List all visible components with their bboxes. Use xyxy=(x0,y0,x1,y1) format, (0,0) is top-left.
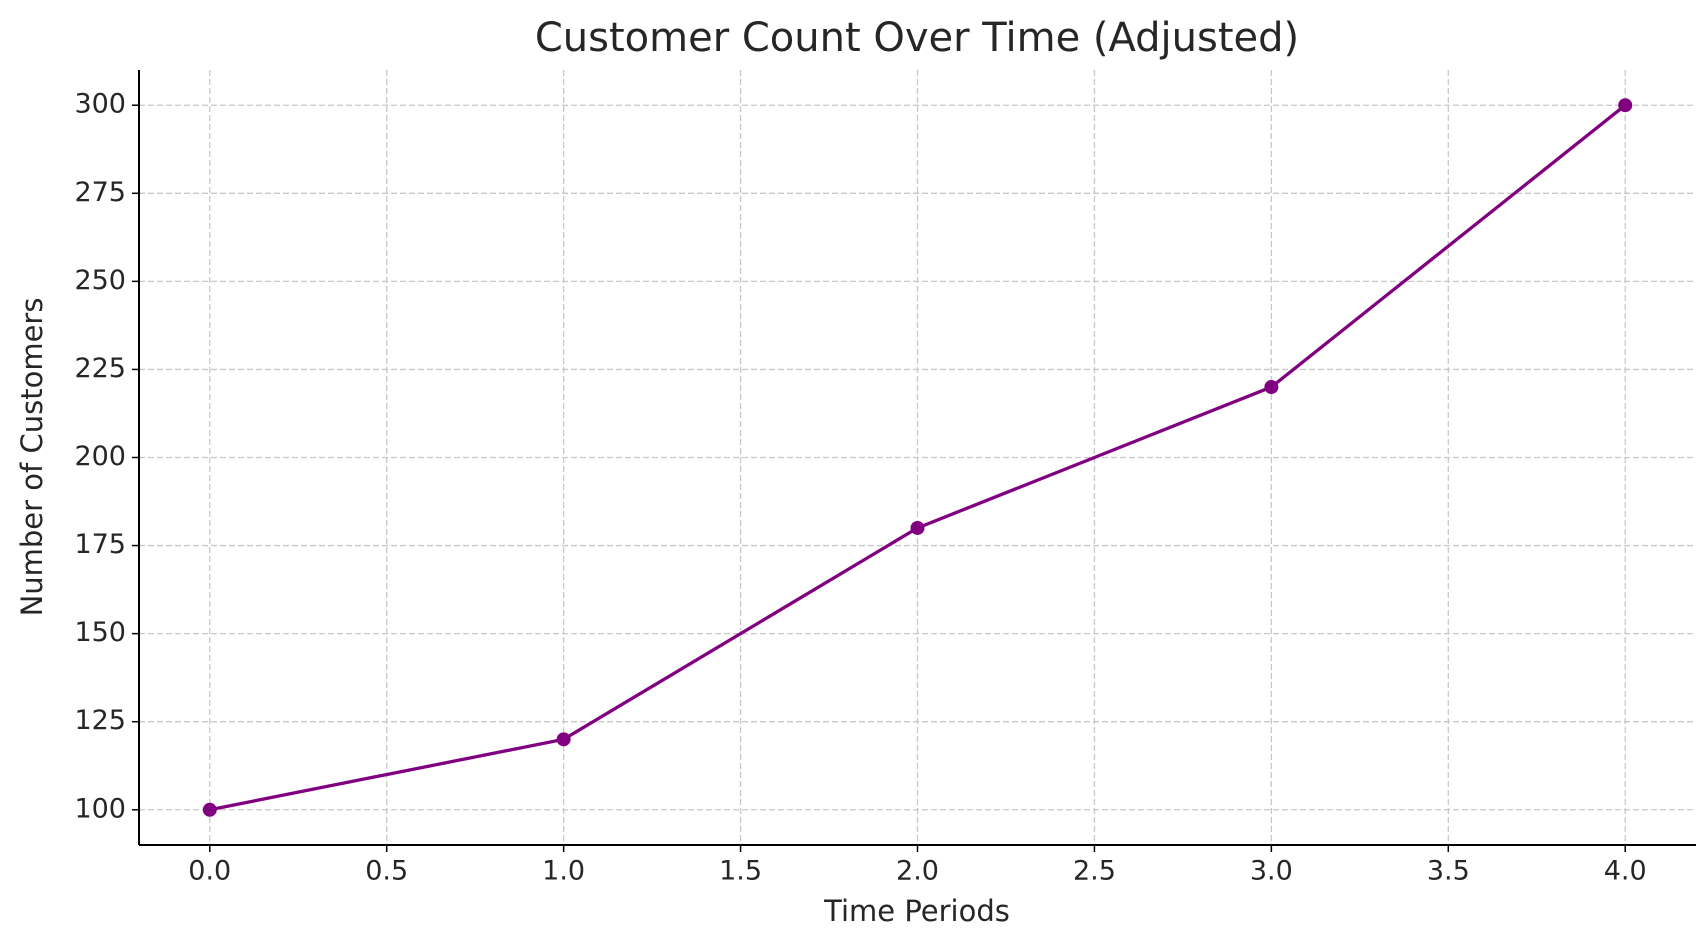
data-point xyxy=(1264,380,1279,395)
x-tick-label: 3.0 xyxy=(1250,856,1293,887)
y-tick-label: 100 xyxy=(74,793,126,824)
x-tick-label: 0.0 xyxy=(188,856,231,887)
y-axis-label: Number of Customers xyxy=(15,298,49,617)
x-tick-label: 1.5 xyxy=(719,856,762,887)
plot-area xyxy=(202,98,1633,817)
data-point xyxy=(1618,98,1633,113)
x-tick-label: 1.0 xyxy=(542,856,585,887)
y-tick-label: 250 xyxy=(74,265,126,296)
y-tick-label: 125 xyxy=(74,705,126,736)
chart-title: Customer Count Over Time (Adjusted) xyxy=(535,15,1299,61)
data-point xyxy=(556,732,571,747)
y-tick-label: 175 xyxy=(74,529,126,560)
y-tick-label: 300 xyxy=(74,89,126,120)
y-tick-label: 275 xyxy=(74,177,126,208)
y-tick-label: 225 xyxy=(74,353,126,384)
y-tick-label: 150 xyxy=(74,617,126,648)
data-point xyxy=(910,520,925,535)
x-tick-label: 2.0 xyxy=(896,856,939,887)
data-point xyxy=(202,802,217,817)
x-tick-label: 2.5 xyxy=(1073,856,1116,887)
x-tick-label: 0.5 xyxy=(365,856,408,887)
x-tick-label: 3.5 xyxy=(1427,856,1470,887)
x-tick-label: 4.0 xyxy=(1604,856,1647,887)
y-tick-label: 200 xyxy=(74,441,126,472)
x-axis-label: Time Periods xyxy=(823,894,1010,928)
grid xyxy=(139,70,1696,845)
